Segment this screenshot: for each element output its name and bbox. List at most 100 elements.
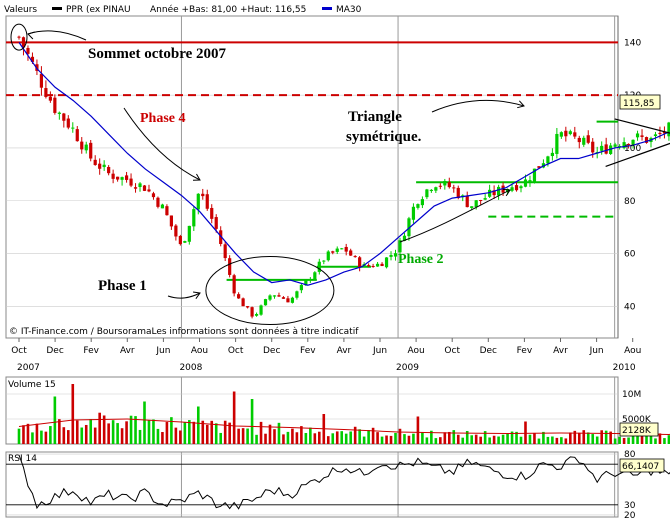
candle-body — [286, 298, 290, 303]
volume-bar — [358, 429, 361, 444]
candle-body — [326, 251, 330, 261]
volume-bar — [618, 436, 621, 444]
candle-body — [447, 182, 451, 188]
candle-body — [393, 253, 398, 257]
volume-bar — [465, 430, 469, 444]
volume-series — [17, 384, 670, 444]
volume-bar — [49, 426, 52, 444]
candle-body — [496, 186, 501, 196]
candle-body — [349, 250, 353, 256]
candle-body — [653, 134, 658, 137]
volume-bar — [497, 436, 500, 444]
candle-body — [57, 112, 61, 114]
volume-bar — [595, 436, 599, 444]
volume-bar — [501, 434, 505, 444]
candle-body — [138, 183, 142, 188]
axis-tick-labels: 2007 2008 2009 2010 Oct Dec Fev Avr Jun Aou Oct Dec… — [11, 38, 652, 521]
candle-body — [555, 133, 559, 154]
candle-body — [465, 195, 469, 208]
volume-bar — [129, 415, 133, 444]
candle-body — [344, 246, 348, 252]
volume-bar — [434, 438, 438, 444]
ma30-line — [18, 42, 670, 286]
volume-bar — [430, 430, 433, 444]
volume-bar — [174, 427, 178, 444]
volume-bar — [488, 437, 491, 444]
candle-body — [53, 97, 57, 113]
price-y-tick-label: 60 — [624, 250, 636, 260]
volume-last-value-box — [619, 422, 659, 437]
candle-body — [532, 168, 537, 183]
x-tick-label: Aou — [407, 346, 424, 356]
candle-body — [438, 185, 442, 187]
annotation-phase-1: Phase 1 — [98, 278, 147, 294]
x-year-label: 2009 — [396, 363, 419, 373]
volume-bar — [282, 434, 285, 444]
candle-body — [183, 241, 187, 243]
candle-body — [71, 127, 75, 129]
annotation-triangle-line1: Triangle — [348, 109, 402, 125]
candle-body — [443, 180, 447, 186]
volume-bar — [22, 425, 25, 444]
candle-body — [241, 298, 245, 307]
volume-bar — [537, 438, 541, 444]
phase4-arrow — [123, 107, 201, 181]
volume-bar — [89, 419, 93, 444]
volume-bar — [631, 432, 635, 444]
candle-body — [407, 218, 411, 237]
rsi-panel-title: RSI 14 — [8, 454, 37, 464]
ma30-series — [18, 42, 670, 286]
candle-body — [174, 225, 178, 237]
volume-bar — [376, 432, 379, 444]
volume-bar — [214, 423, 218, 444]
volume-bar — [573, 430, 577, 444]
copyright-text: © IT-Finance.com / BoursoramaLes informa… — [9, 326, 359, 337]
header-ma-label: MA30 — [336, 5, 362, 15]
candle-body — [353, 256, 357, 258]
x-year-label: 2010 — [613, 363, 636, 373]
volume-bar — [31, 432, 34, 444]
candle-body — [479, 199, 483, 201]
volume-bar — [586, 432, 590, 444]
candle-body — [546, 156, 550, 164]
price-y-tick-label: 140 — [624, 38, 641, 48]
candle-body — [308, 279, 312, 281]
volume-bar — [380, 436, 384, 444]
volume-bar — [67, 430, 70, 444]
volume-bar — [636, 436, 639, 444]
candle-body — [245, 306, 250, 308]
volume-bar — [107, 423, 110, 444]
candle-body — [192, 209, 196, 227]
phase1-arrow-head — [192, 291, 201, 299]
candle-body — [165, 206, 169, 216]
candle-body — [402, 235, 407, 241]
volume-bar — [102, 415, 106, 444]
candle-body — [559, 132, 563, 137]
candle-body — [550, 152, 554, 157]
volume-bar — [286, 431, 290, 444]
candle-body — [48, 96, 52, 101]
volume-bar — [183, 421, 187, 444]
candle-body — [196, 193, 200, 210]
volume-bar — [219, 432, 222, 444]
rsi-last-value-box — [619, 458, 665, 473]
candle-body — [120, 177, 124, 180]
candle-body — [116, 176, 120, 180]
candle-body — [102, 164, 106, 168]
volume-bar — [196, 406, 200, 444]
candle-body — [568, 131, 572, 135]
volume-bar — [192, 421, 196, 444]
candle-body — [528, 180, 532, 182]
candle-body — [17, 36, 21, 38]
rsi-y-tick-label: 20 — [624, 511, 636, 521]
candle-body — [604, 144, 608, 154]
volume-bar — [223, 420, 227, 444]
rsi-y-tick-label: 30 — [624, 501, 636, 511]
triangle-upper-line — [614, 118, 670, 134]
volume-bar — [564, 438, 568, 444]
volume-bar — [80, 427, 84, 444]
x-tick-label: Avr — [120, 346, 135, 356]
candle-body — [44, 88, 48, 97]
candle-body — [160, 204, 165, 209]
volume-bar — [394, 432, 397, 444]
